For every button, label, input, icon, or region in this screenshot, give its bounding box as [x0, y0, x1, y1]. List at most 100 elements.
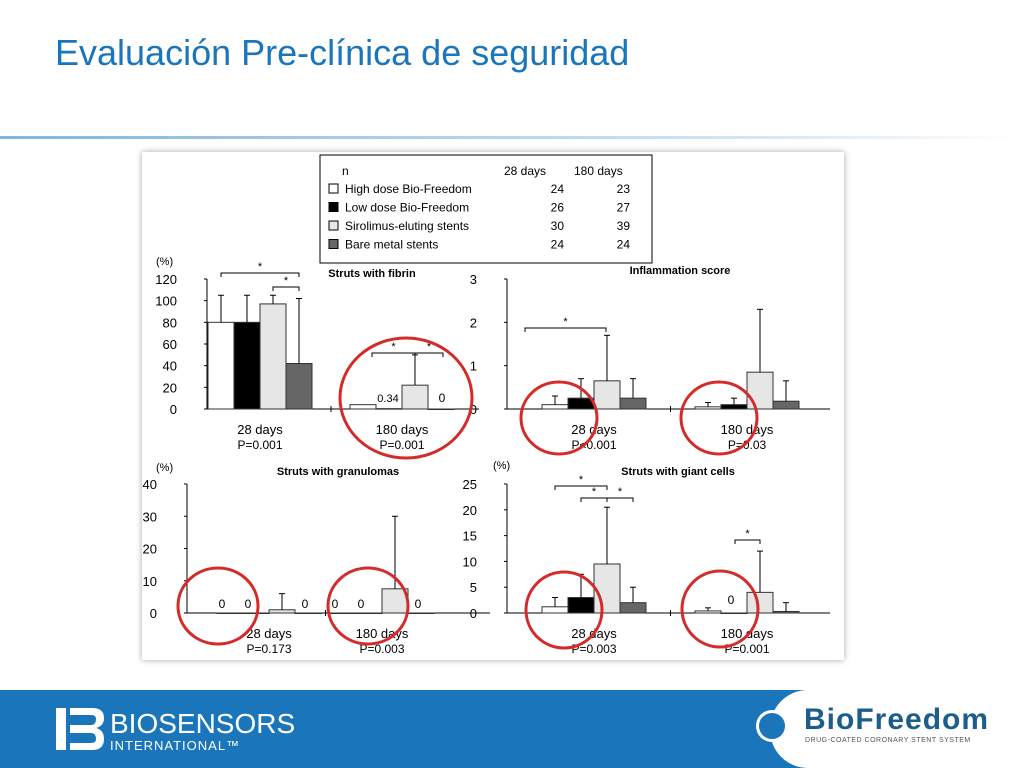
footer-product-tab [770, 690, 1024, 768]
legend-header-28: 28 days [504, 164, 546, 178]
y-tick-label: 100 [155, 294, 177, 309]
legend-header-n: n [342, 164, 349, 178]
bar [407, 612, 435, 614]
legend-label: Low dose Bio-Freedom [345, 201, 469, 215]
significance-star: * [745, 528, 750, 540]
company-name: BIOSENSORS [110, 708, 296, 739]
bar [694, 406, 722, 410]
y-tick-label: 120 [155, 272, 177, 287]
y-tick-label: 0 [150, 606, 157, 621]
value-label: 0 [439, 391, 446, 405]
legend-n180: 23 [617, 182, 631, 196]
footer-circle-ornament [756, 710, 788, 742]
legend-n180: 39 [617, 219, 631, 233]
y-tick-label: 10 [463, 554, 477, 569]
y-tick-label: 20 [143, 542, 157, 557]
bar [268, 609, 296, 614]
p-value-label: P<0.001 [571, 438, 616, 452]
product-tagline: DRUG-COATED CORONARY STENT SYSTEM [805, 737, 971, 744]
highlight-circles [176, 336, 760, 650]
legend-swatch [328, 220, 339, 231]
p-value-label: P=0.173 [246, 642, 291, 656]
legend-label: High dose Bio-Freedom [345, 182, 472, 196]
legend-n28: 30 [551, 219, 565, 233]
y-tick-label: 80 [163, 315, 177, 330]
p-value-label: P=0.001 [724, 642, 769, 656]
legend-n28: 26 [551, 201, 565, 215]
y-tick-label: 15 [463, 529, 477, 544]
significance-bracket [554, 485, 608, 490]
bar [259, 303, 287, 410]
significance-bracket [580, 497, 608, 502]
y-axis-label: (%) [156, 462, 173, 474]
legend-n28: 24 [551, 182, 565, 196]
bar [772, 610, 800, 614]
significance-bracket [220, 272, 300, 277]
highlight-circle [326, 566, 410, 646]
legend-n180: 24 [617, 238, 631, 252]
bar [541, 404, 569, 410]
y-tick-label: 0 [170, 402, 177, 417]
product-logo: BioFreedom [804, 703, 990, 736]
value-label: 0 [358, 597, 365, 611]
bar [216, 612, 244, 614]
value-label: 0 [302, 597, 309, 611]
p-value-label: P=0.001 [379, 438, 424, 452]
chart-title: Struts with granulomas [277, 466, 399, 478]
legend-label: Bare metal stents [345, 238, 438, 252]
bar [619, 397, 647, 410]
y-tick-label: 20 [163, 380, 177, 395]
bar [593, 380, 621, 410]
figure-panel: n 28 days 180 days High dose Bio-Freedom… [142, 152, 844, 660]
legend-swatch [328, 183, 339, 194]
bar [746, 591, 774, 614]
highlight-circle [338, 336, 474, 460]
y-tick-label: 30 [143, 509, 157, 524]
y-axis-label: (%) [156, 256, 173, 268]
bar [285, 363, 313, 410]
slide-title: Evaluación Pre-clínica de seguridad [55, 32, 630, 73]
highlight-circle [524, 570, 604, 650]
significance-star: * [284, 275, 289, 287]
bar [329, 612, 357, 614]
value-label: 0.34 [377, 393, 398, 405]
value-label: 0 [245, 597, 252, 611]
bar [720, 612, 748, 614]
y-tick-label: 25 [463, 477, 477, 492]
bar [593, 563, 621, 614]
legend-header-180: 180 days [574, 164, 623, 178]
p-value-label: P=0.001 [237, 438, 282, 452]
value-label: 0 [728, 593, 735, 607]
category-label: 28 days [246, 626, 292, 641]
y-tick-label: 1 [470, 359, 477, 374]
highlight-circle [680, 569, 760, 649]
bar [772, 400, 800, 410]
category-label: 180 days [721, 422, 774, 437]
bar [541, 606, 569, 614]
category-label: 180 days [356, 626, 409, 641]
significance-star: * [427, 341, 432, 353]
p-value-label: P=0.003 [571, 642, 616, 656]
significance-bracket [272, 286, 300, 291]
highlight-circle [519, 380, 599, 456]
y-tick-label: 10 [143, 574, 157, 589]
y-tick-label: 5 [470, 580, 477, 595]
legend-n180: 27 [617, 201, 631, 215]
significance-bracket [524, 327, 607, 332]
bar [294, 612, 322, 614]
y-tick-label: 40 [163, 359, 177, 374]
chart-2: 0 10 20 30 40 Struts with granulomas (%) 28 day… [143, 462, 490, 656]
significance-star: * [618, 486, 623, 498]
chart-title: Inflammation score [630, 265, 731, 277]
y-tick-label: 20 [463, 503, 477, 518]
bar [567, 597, 595, 614]
category-label: 180 days [376, 422, 429, 437]
y-tick-label: 2 [470, 315, 477, 330]
p-value-label: P=0.003 [359, 642, 404, 656]
bar [427, 408, 455, 410]
legend-table: n 28 days 180 days High dose Bio-Freedom… [319, 154, 653, 264]
